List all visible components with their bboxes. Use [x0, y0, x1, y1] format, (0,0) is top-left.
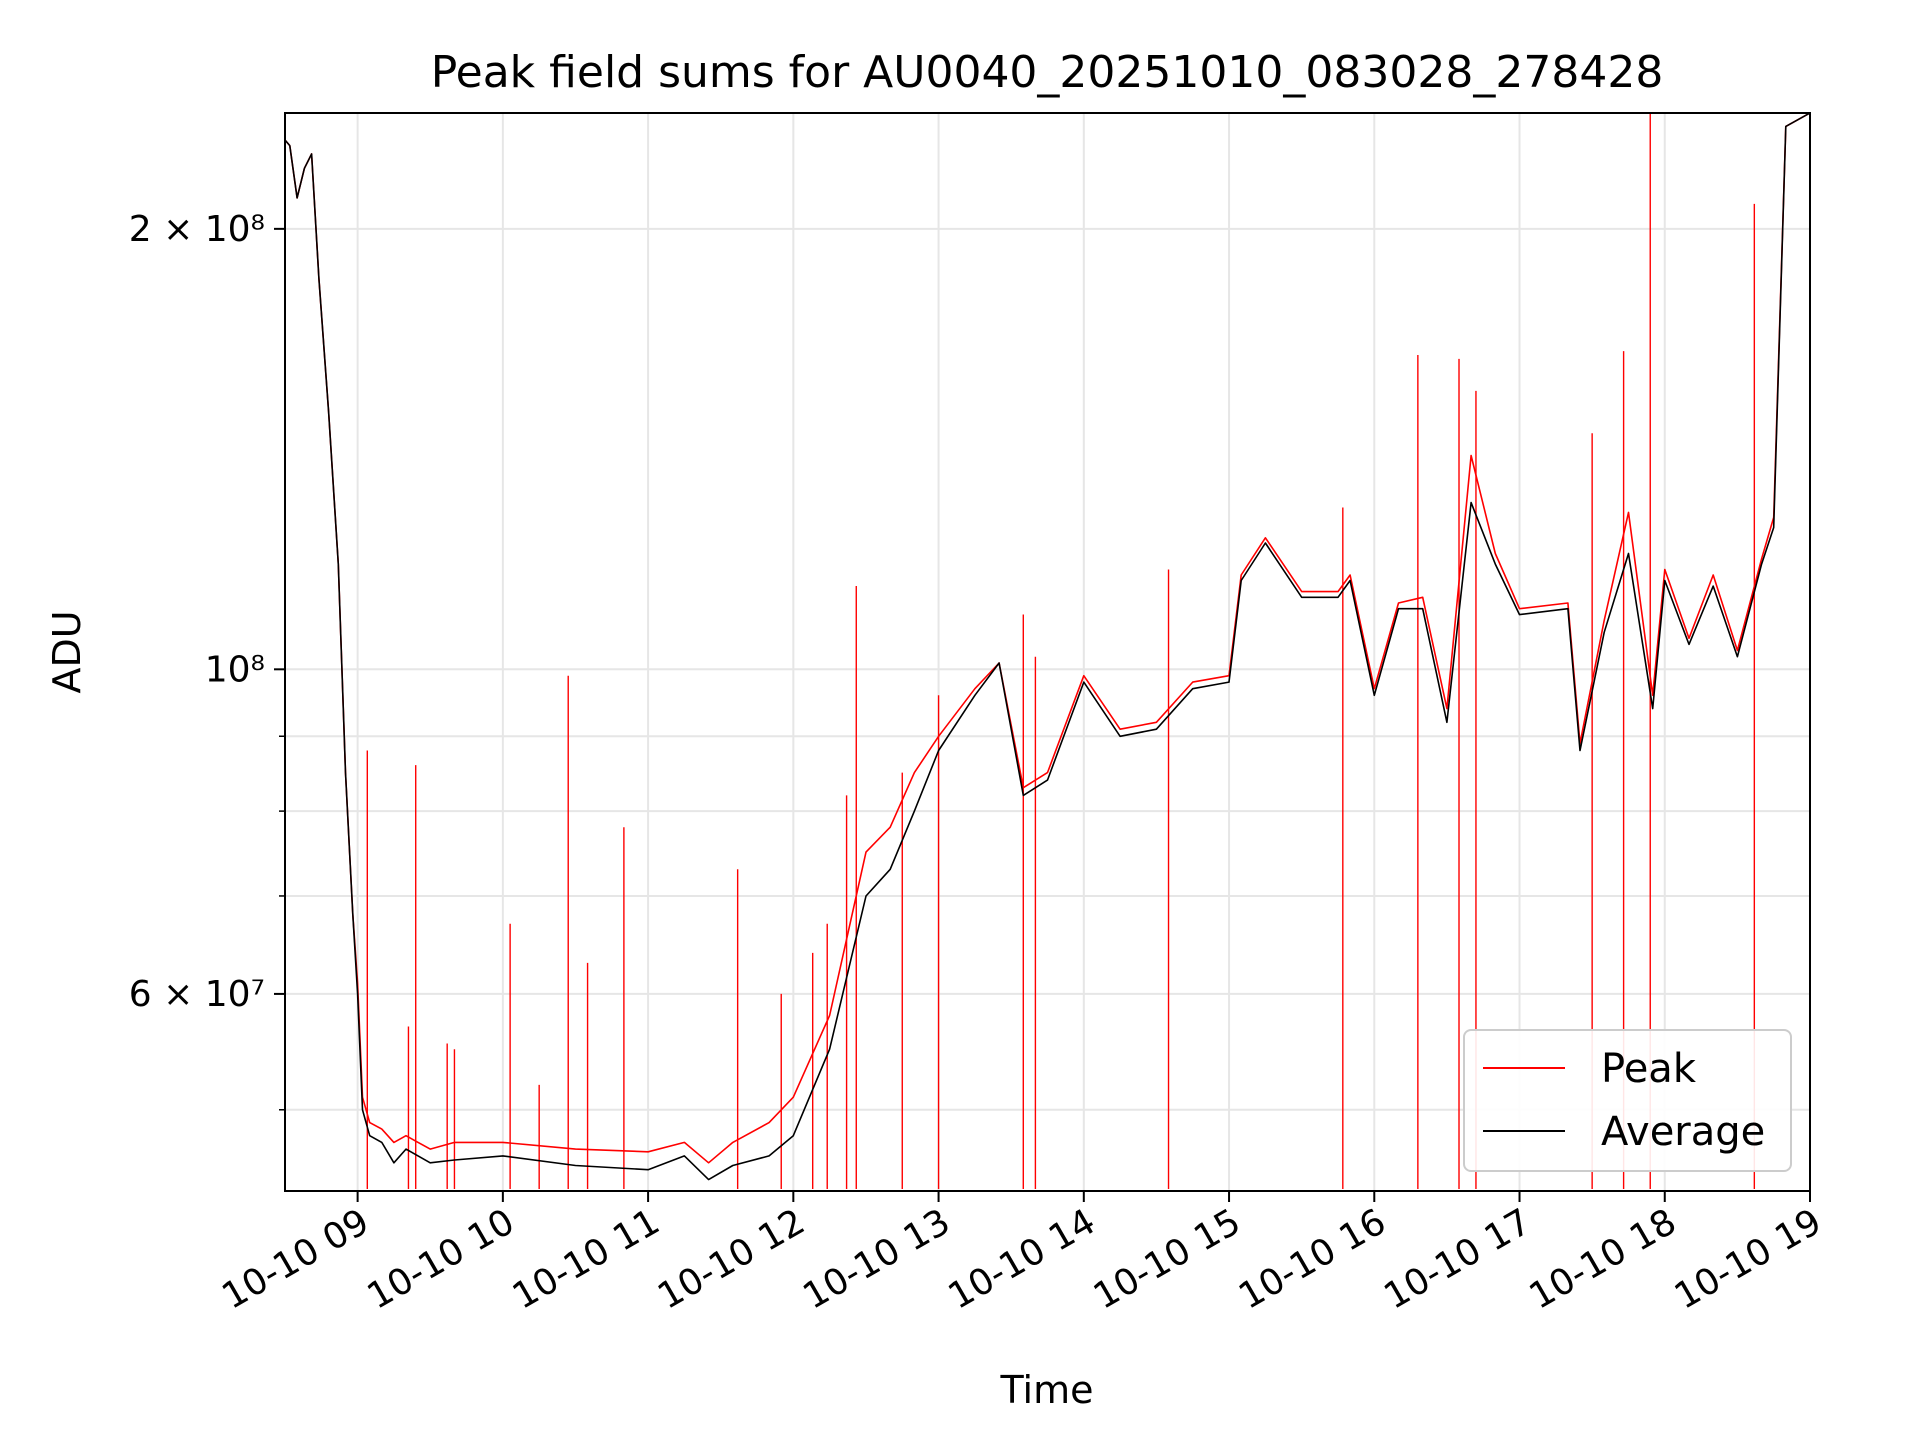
- x-tick-label: 10-10 12: [651, 1201, 812, 1317]
- y-axis: 6 × 10⁷ 10⁸ 2 × 10⁸: [129, 209, 285, 1111]
- legend-label-peak: Peak: [1601, 1046, 1697, 1092]
- plot-frame: [284, 112, 1811, 1192]
- x-tick-label: 10-10 15: [1087, 1201, 1248, 1317]
- legend-label-average: Average: [1601, 1109, 1765, 1155]
- x-tick-label: 10-10 11: [506, 1201, 667, 1317]
- legend: Peak Average: [1463, 1029, 1792, 1172]
- x-tick-label: 10-10 09: [215, 1201, 376, 1317]
- y-tick-label: 10⁸: [205, 649, 265, 690]
- legend-box: [1463, 1029, 1792, 1172]
- y-tick-label: 2 × 10⁸: [129, 209, 265, 250]
- series-line-average: [285, 113, 1810, 1181]
- x-tick-label: 10-10 13: [796, 1201, 957, 1317]
- x-tick-label: 10-10 14: [942, 1201, 1103, 1317]
- x-axis-title: Time: [1000, 1368, 1094, 1412]
- x-tick-label: 10-10 10: [361, 1201, 522, 1317]
- x-tick-label: 10-10 19: [1668, 1201, 1829, 1317]
- plot-background: [285, 113, 1810, 1191]
- x-tick-label: 10-10 17: [1377, 1201, 1538, 1317]
- x-tick-label: 10-10 16: [1232, 1201, 1393, 1317]
- y-tick-label: 6 × 10⁷: [129, 974, 265, 1015]
- y-axis-title: ADU: [45, 610, 89, 693]
- x-tick-label: 10-10 18: [1523, 1201, 1684, 1317]
- chart-title: Peak field sums for AU0040_20251010_0830…: [431, 47, 1664, 98]
